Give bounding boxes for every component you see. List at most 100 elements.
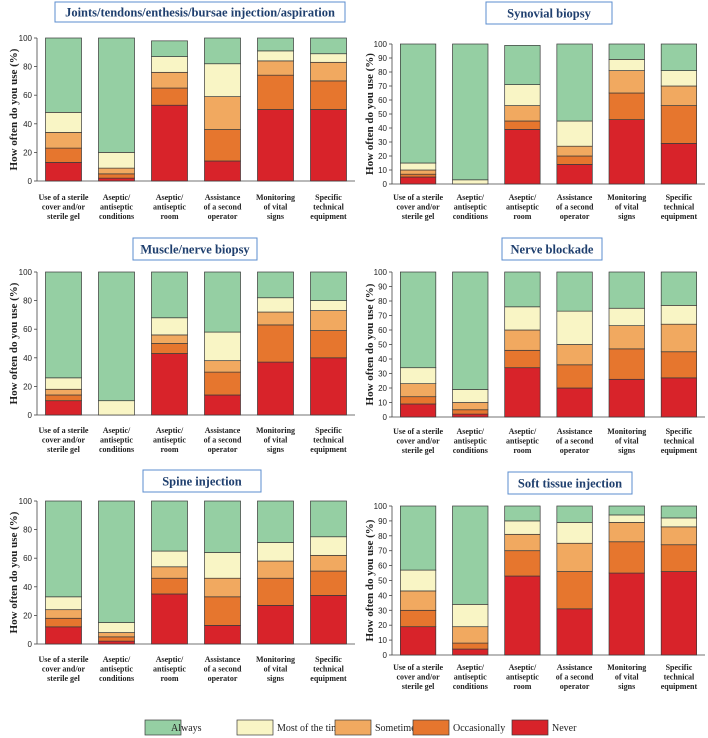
bar-segment-sometimes bbox=[151, 71, 188, 89]
bar-segment-most-of-the-time bbox=[98, 152, 135, 169]
bar-segment-never bbox=[556, 387, 593, 418]
legend-swatch-occasionally bbox=[412, 719, 450, 736]
bar-segment-most-of-the-time bbox=[310, 536, 347, 556]
y-tick-label: 50 bbox=[378, 577, 387, 586]
x-category-label: Aseptic/antiseptic conditions bbox=[99, 193, 134, 221]
bar-segment-most-of-the-time bbox=[257, 542, 294, 562]
y-tick-label: 80 bbox=[378, 68, 387, 77]
bar-segment-always bbox=[556, 505, 593, 523]
legend-label: Never bbox=[552, 723, 577, 734]
y-tick-label: 10 bbox=[378, 166, 387, 175]
x-category-label: Use of a sterile cover and/or sterile gel bbox=[39, 426, 89, 454]
bar-segment-never bbox=[98, 640, 135, 645]
bar-segment-most-of-the-time bbox=[504, 306, 541, 331]
x-category-label: Aseptic/antiseptic room bbox=[153, 426, 186, 454]
bar-segment-never bbox=[504, 129, 541, 185]
bar-segment-always bbox=[151, 40, 188, 57]
x-category-label: Aseptic/antiseptic conditions bbox=[453, 663, 488, 691]
y-tick-label: 30 bbox=[378, 370, 387, 379]
legend-swatch-most-of-the-time bbox=[236, 719, 274, 736]
x-category-label: Specific technical equipment bbox=[310, 193, 347, 221]
x-category-label: Aseptic/antiseptic conditions bbox=[453, 193, 488, 221]
y-tick-label: 0 bbox=[28, 177, 33, 186]
y-tick-label: 90 bbox=[378, 283, 387, 292]
legend-swatch-never bbox=[511, 719, 549, 736]
bar-segment-most-of-the-time bbox=[45, 377, 82, 390]
bar-segment-always bbox=[660, 505, 698, 519]
bar-segment-occasionally bbox=[399, 396, 437, 405]
y-axis-label: How often do you use (%) bbox=[8, 282, 20, 404]
bar-segment-always bbox=[98, 500, 135, 623]
bar-segment-never bbox=[608, 119, 645, 185]
bar-segment-sometimes bbox=[45, 388, 82, 396]
bar-segment-sometimes bbox=[660, 85, 698, 106]
bar-segment-most-of-the-time bbox=[257, 297, 294, 313]
bar-segment-occasionally bbox=[204, 129, 241, 162]
y-tick-label: 100 bbox=[374, 40, 388, 49]
bar-segment-never bbox=[660, 143, 698, 185]
y-tick-label: 40 bbox=[378, 124, 387, 133]
y-tick-label: 40 bbox=[23, 583, 32, 592]
bar-segment-sometimes bbox=[399, 590, 437, 611]
y-tick-label: 60 bbox=[378, 562, 387, 571]
x-category-label: Use of a sterile cover and/or sterile gel bbox=[393, 663, 443, 691]
y-axis-label: How often do you use (%) bbox=[8, 511, 20, 633]
y-tick-label: 90 bbox=[378, 54, 387, 63]
bar-segment-never bbox=[98, 177, 135, 182]
y-tick-label: 0 bbox=[28, 411, 33, 420]
x-category-label: Aseptic/antiseptic room bbox=[506, 427, 539, 455]
chart-title-box bbox=[54, 1, 346, 23]
y-tick-label: 100 bbox=[19, 268, 33, 277]
bar-segment-most-of-the-time bbox=[452, 179, 489, 185]
y-tick-label: 100 bbox=[374, 268, 388, 277]
bar-segment-never bbox=[504, 367, 541, 418]
bar-segment-most-of-the-time bbox=[556, 522, 593, 544]
bar-segment-occasionally bbox=[151, 577, 188, 595]
bar-segment-occasionally bbox=[556, 155, 593, 165]
x-category-label: Assistance of a second operator bbox=[556, 663, 594, 691]
y-tick-label: 90 bbox=[378, 517, 387, 526]
x-category-label: Monitoring of vital signs bbox=[607, 427, 646, 455]
bar-segment-occasionally bbox=[151, 87, 188, 106]
y-tick-label: 0 bbox=[383, 180, 388, 189]
x-category-label: Aseptic/antiseptic conditions bbox=[453, 427, 488, 455]
bar-segment-always bbox=[608, 271, 645, 309]
bar-segment-never bbox=[310, 109, 347, 182]
bar-segment-never bbox=[45, 626, 82, 645]
bar-segment-occasionally bbox=[504, 349, 541, 369]
bar-segment-always bbox=[608, 505, 645, 516]
bar-segment-most-of-the-time bbox=[98, 400, 135, 416]
bar-segment-most-of-the-time bbox=[660, 517, 698, 528]
bar-segment-never bbox=[204, 160, 241, 182]
bar-segment-most-of-the-time bbox=[310, 53, 347, 63]
bar-segment-most-of-the-time bbox=[399, 162, 437, 171]
chart-title-box bbox=[507, 471, 633, 495]
bar-segment-sometimes bbox=[204, 96, 241, 130]
y-axis-label: How often do you use (%) bbox=[8, 48, 20, 170]
bar-segment-occasionally bbox=[608, 92, 645, 120]
bar-segment-most-of-the-time bbox=[452, 389, 489, 403]
y-tick-label: 60 bbox=[23, 554, 32, 563]
x-category-label: Use of a sterile cover and/or sterile gel bbox=[393, 427, 443, 455]
y-axis-label: How often do you use (%) bbox=[364, 519, 376, 641]
x-category-label: Monitoring of vital signs bbox=[256, 655, 295, 683]
bar-segment-most-of-the-time bbox=[45, 112, 82, 133]
bar-segment-always bbox=[504, 505, 541, 522]
bar-segment-most-of-the-time bbox=[204, 552, 241, 579]
y-tick-label: 80 bbox=[23, 297, 32, 306]
y-tick-label: 100 bbox=[19, 497, 33, 506]
bar-segment-occasionally bbox=[98, 173, 135, 179]
bar-segment-always bbox=[257, 271, 294, 299]
legend-swatch-always bbox=[144, 719, 182, 736]
bar-segment-always bbox=[151, 271, 188, 319]
bar-segment-most-of-the-time bbox=[310, 300, 347, 311]
bar-segment-always bbox=[452, 43, 489, 181]
y-tick-label: 60 bbox=[378, 96, 387, 105]
y-tick-label: 0 bbox=[28, 640, 33, 649]
bar-segment-never bbox=[504, 575, 541, 656]
bar-segment-never bbox=[204, 625, 241, 645]
bar-segment-always bbox=[452, 505, 489, 605]
bar-segment-always bbox=[660, 43, 698, 71]
bar-segment-always bbox=[204, 500, 241, 553]
bar-segment-sometimes bbox=[452, 402, 489, 411]
